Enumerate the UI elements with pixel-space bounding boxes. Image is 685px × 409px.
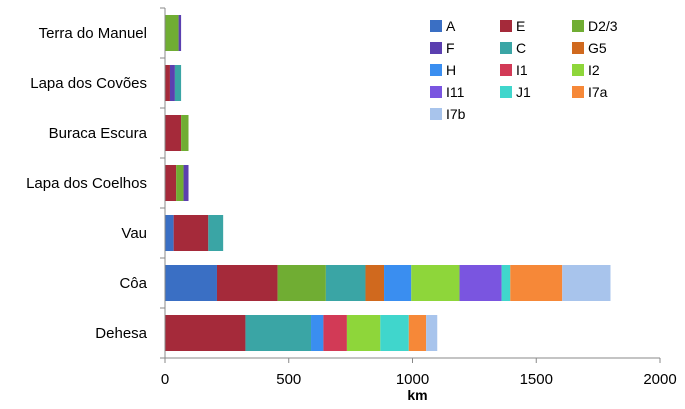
bar-segment: [176, 165, 184, 201]
bar-segment: [459, 265, 502, 301]
bar-segment: [165, 115, 182, 151]
bar-segment: [323, 315, 347, 351]
legend-label: A: [446, 18, 456, 34]
legend-swatch: [430, 64, 442, 76]
legend-swatch: [500, 64, 512, 76]
bar-segment: [380, 315, 409, 351]
legend-label: F: [446, 40, 455, 56]
legend-label: E: [516, 18, 525, 34]
legend-swatch: [430, 20, 442, 32]
bar-segment: [311, 315, 324, 351]
bar-segment: [183, 165, 189, 201]
bar-segment: [165, 215, 174, 251]
bar-segment: [165, 265, 217, 301]
bar-segment: [245, 315, 312, 351]
x-tick-label: 1500: [520, 371, 553, 388]
legend-swatch: [500, 86, 512, 98]
bar-segment: [165, 315, 246, 351]
legend-label: G5: [588, 40, 607, 56]
legend-swatch: [572, 64, 584, 76]
bar-segment: [208, 215, 224, 251]
legend: A E D2/3 F C G5 H I1 I2 I11 J1 I7a I7b: [430, 18, 618, 122]
bar-segment: [384, 265, 412, 301]
legend-swatch: [430, 86, 442, 98]
legend-swatch: [430, 42, 442, 54]
bar-segment: [165, 15, 179, 51]
bar-segment: [365, 265, 385, 301]
legend-label: I7a: [588, 84, 608, 100]
legend-label: I1: [516, 62, 528, 78]
legend-swatch: [572, 20, 584, 32]
axes-group: [160, 7, 661, 363]
category-label: Terra do Manuel: [39, 25, 147, 42]
category-labels: Terra do Manuel Lapa dos Covões Buraca Esc…: [26, 25, 148, 342]
legend-label: I7b: [446, 106, 466, 122]
bar-segment: [408, 315, 427, 351]
bar-segment: [165, 165, 177, 201]
bar-segment: [562, 265, 611, 301]
legend-swatch: [572, 86, 584, 98]
legend-label: I11: [446, 84, 465, 100]
bar-segment: [173, 215, 209, 251]
x-tick-label: 2000: [643, 371, 676, 388]
legend-swatch: [500, 20, 512, 32]
category-label: Lapa dos Covões: [30, 75, 147, 92]
bar-segment: [169, 65, 175, 101]
bar-segment: [426, 315, 438, 351]
category-label: Lapa dos Coelhos: [26, 175, 147, 192]
legend-label: I2: [588, 62, 600, 78]
legend-swatch: [430, 108, 442, 120]
category-label: Côa: [119, 275, 147, 292]
category-label: Buraca Escura: [49, 125, 148, 142]
bars-group: [165, 15, 611, 351]
x-tick-labels: 0 500 1000 1500 2000: [161, 371, 677, 388]
bar-segment: [165, 65, 170, 101]
bar-segment: [277, 265, 326, 301]
category-label: Dehesa: [95, 325, 147, 342]
bar-segment: [501, 265, 511, 301]
bar-segment: [510, 265, 563, 301]
x-tick-label: 500: [276, 371, 301, 388]
bar-segment: [216, 265, 278, 301]
x-tick-label: 1000: [396, 371, 429, 388]
legend-swatch: [572, 42, 584, 54]
bar-segment: [411, 265, 460, 301]
legend-label: J1: [516, 84, 531, 100]
bar-segment: [181, 115, 189, 151]
bar-segment: [178, 15, 182, 51]
x-axis-title: km: [407, 387, 427, 403]
bar-segment: [346, 315, 381, 351]
bar-segment: [174, 65, 182, 101]
legend-swatch: [500, 42, 512, 54]
legend-label: D2/3: [588, 18, 618, 34]
legend-label: H: [446, 62, 456, 78]
x-tick-label: 0: [161, 371, 169, 388]
bar-segment: [325, 265, 366, 301]
category-label: Vau: [121, 225, 147, 242]
legend-label: C: [516, 40, 526, 56]
